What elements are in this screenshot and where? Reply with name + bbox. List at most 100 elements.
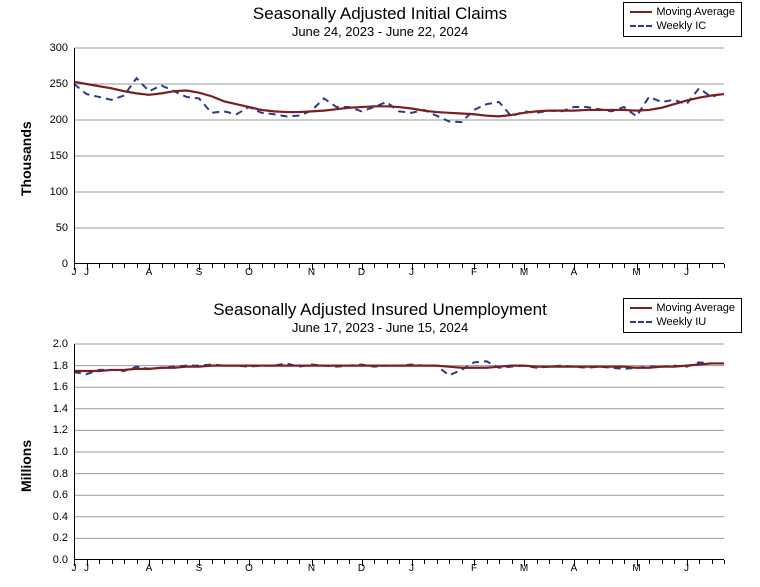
x-tick-minor: [587, 560, 588, 564]
x-tick-minor: [124, 560, 125, 564]
x-tick-minor: [562, 560, 563, 564]
x-tick-minor: [174, 264, 175, 268]
x-tick-label: D: [358, 264, 365, 278]
x-tick-minor: [449, 264, 450, 268]
x-tick-minor: [549, 560, 550, 564]
x-tick-minor: [512, 560, 513, 564]
x-tick-minor: [487, 264, 488, 268]
series-moving-average: [74, 363, 724, 371]
x-tick-label: F: [471, 264, 477, 278]
y-tick-label: 50: [56, 222, 74, 234]
x-tick-minor: [374, 264, 375, 268]
legend-item: Weekly IU: [630, 315, 735, 329]
x-tick-minor: [662, 560, 663, 564]
chart2-plot-area: 0.00.20.40.60.81.01.21.41.61.82.0JJASOND…: [74, 344, 724, 560]
x-tick-minor: [674, 560, 675, 564]
x-tick-minor: [162, 264, 163, 268]
x-tick-minor: [724, 264, 725, 268]
y-tick-label: 200: [50, 114, 74, 126]
x-tick-minor: [324, 560, 325, 564]
x-tick-label: A: [146, 264, 153, 278]
x-tick-label: M: [632, 560, 640, 574]
x-tick-minor: [662, 264, 663, 268]
y-tick-label: 1.6: [53, 381, 74, 393]
x-tick-label: J: [409, 264, 414, 278]
x-tick-minor: [237, 560, 238, 564]
chart2-ylabel: Millions: [18, 440, 34, 492]
x-tick-label: J: [72, 264, 77, 278]
x-tick-label: S: [196, 264, 203, 278]
legend-item: Moving Average: [630, 5, 735, 19]
x-tick-minor: [674, 264, 675, 268]
x-tick-minor: [112, 560, 113, 564]
x-tick-minor: [537, 560, 538, 564]
y-tick-label: 0.4: [53, 511, 74, 523]
x-tick-label: A: [571, 560, 578, 574]
x-tick-label: A: [146, 560, 153, 574]
x-tick-minor: [99, 264, 100, 268]
x-tick-minor: [712, 264, 713, 268]
x-tick-minor: [599, 264, 600, 268]
x-tick-minor: [537, 264, 538, 268]
x-tick-minor: [699, 264, 700, 268]
x-tick-minor: [349, 560, 350, 564]
x-tick-minor: [499, 264, 500, 268]
x-tick-minor: [624, 560, 625, 564]
x-tick-minor: [462, 560, 463, 564]
x-tick-minor: [262, 264, 263, 268]
chart1-ylabel: Thousands: [18, 121, 34, 196]
x-tick-minor: [337, 560, 338, 564]
chart-initial-claims: Seasonally Adjusted Initial Claims June …: [0, 0, 760, 296]
x-tick-minor: [224, 560, 225, 564]
x-tick-label: O: [245, 264, 253, 278]
x-tick-minor: [99, 560, 100, 564]
x-tick-minor: [274, 264, 275, 268]
x-tick-minor: [349, 264, 350, 268]
x-tick-label: J: [84, 560, 89, 574]
chart-insured-unemployment: Seasonally Adjusted Insured Unemployment…: [0, 296, 760, 587]
x-tick-label: O: [245, 560, 253, 574]
x-tick-minor: [387, 264, 388, 268]
x-tick-minor: [287, 264, 288, 268]
chart1-legend: Moving AverageWeekly IC: [623, 2, 742, 37]
legend-swatch: [630, 11, 652, 13]
y-tick-label: 0.8: [53, 468, 74, 480]
x-tick-label: M: [520, 560, 528, 574]
y-tick-label: 300: [50, 42, 74, 54]
x-tick-minor: [549, 264, 550, 268]
x-tick-minor: [299, 264, 300, 268]
x-tick-minor: [274, 560, 275, 564]
legend-swatch: [630, 307, 652, 309]
x-tick-minor: [512, 264, 513, 268]
y-tick-label: 0.2: [53, 532, 74, 544]
x-tick-minor: [724, 560, 725, 564]
x-tick-minor: [424, 560, 425, 564]
x-tick-minor: [299, 560, 300, 564]
legend-swatch: [630, 321, 652, 323]
x-tick-minor: [599, 560, 600, 564]
x-tick-minor: [287, 560, 288, 564]
y-tick-label: 100: [50, 186, 74, 198]
x-tick-minor: [137, 264, 138, 268]
x-tick-label: J: [684, 264, 689, 278]
y-tick-label: 250: [50, 78, 74, 90]
x-tick-label: M: [632, 264, 640, 278]
x-tick-minor: [437, 264, 438, 268]
x-tick-label: N: [308, 560, 315, 574]
y-tick-label: 2.0: [53, 338, 74, 350]
x-tick-label: D: [358, 560, 365, 574]
x-tick-minor: [212, 560, 213, 564]
x-tick-minor: [174, 560, 175, 564]
x-tick-label: M: [520, 264, 528, 278]
x-tick-minor: [162, 560, 163, 564]
x-tick-minor: [424, 264, 425, 268]
x-tick-minor: [187, 264, 188, 268]
x-tick-minor: [387, 560, 388, 564]
x-tick-minor: [612, 560, 613, 564]
x-tick-minor: [237, 264, 238, 268]
x-tick-label: F: [471, 560, 477, 574]
x-tick-minor: [462, 264, 463, 268]
chart1-plot-area: 050100150200250300JJASONDJFMAMJ: [74, 48, 724, 264]
x-tick-minor: [649, 264, 650, 268]
x-tick-minor: [124, 264, 125, 268]
